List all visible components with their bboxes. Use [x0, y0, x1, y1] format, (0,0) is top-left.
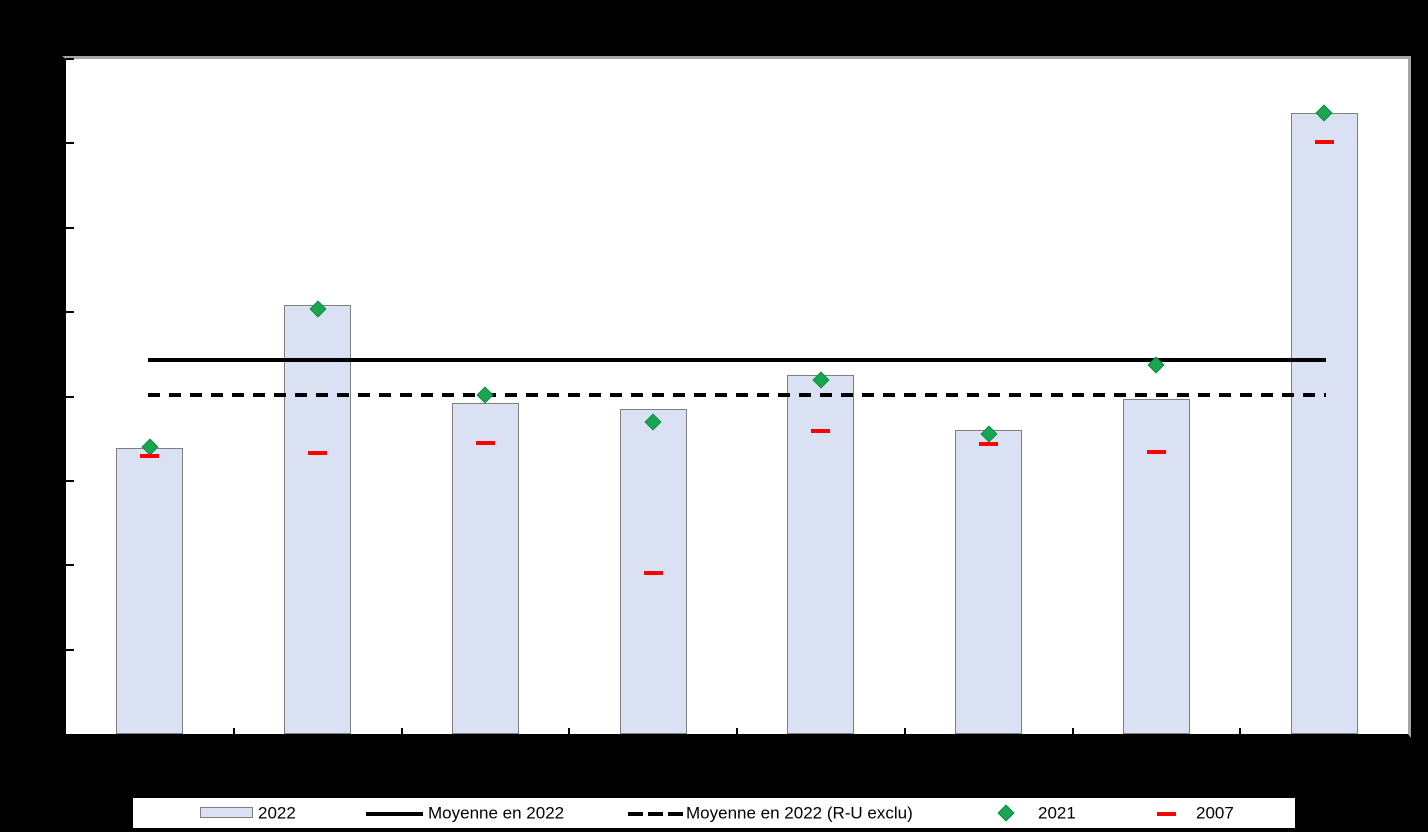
y-axis-tick — [66, 226, 74, 229]
x-axis-tick — [1239, 728, 1242, 734]
y-axis-tick — [66, 311, 74, 314]
legend-label-moyenne-2022: Moyenne en 2022 — [428, 803, 565, 823]
line-moyenne-2022 — [147, 358, 1327, 363]
y-axis-tick — [66, 648, 74, 651]
legend-label-2021: 2021 — [1038, 803, 1076, 823]
y-axis-tick — [66, 395, 74, 398]
legend-diamond-marker-icon — [997, 804, 1015, 822]
marker-2007-dash — [1146, 450, 1166, 455]
marker-2007-dash — [308, 451, 328, 456]
x-axis-tick — [232, 728, 235, 734]
legend-solid-line-swatch-icon — [366, 812, 423, 816]
legend-bar-swatch-icon — [200, 807, 253, 818]
y-axis-tick — [66, 142, 74, 145]
y-axis-tick — [66, 479, 74, 482]
marker-2007-dash — [979, 441, 999, 446]
legend-label-2022: 2022 — [258, 803, 296, 823]
plot-area — [62, 56, 1411, 738]
x-axis-tick — [568, 728, 571, 734]
legend-dashed-line-swatch-icon — [628, 812, 683, 816]
bar-2022 — [451, 403, 519, 734]
marker-2007-dash — [140, 454, 160, 459]
bar-2022 — [1290, 113, 1358, 734]
bar-2022 — [284, 305, 352, 734]
marker-2007-dash — [811, 429, 831, 434]
x-axis-tick — [1071, 728, 1074, 734]
bar-2022 — [1122, 399, 1190, 734]
y-axis-tick — [66, 564, 74, 567]
marker-2007-dash — [475, 440, 495, 445]
line-moyenne-2022-ru-exclu — [147, 392, 1327, 397]
x-axis-tick — [400, 728, 403, 734]
marker-2007-dash — [1314, 139, 1334, 144]
marker-2007-dash — [643, 570, 663, 575]
legend-label-moyenne-2022-ru-exclu: Moyenne en 2022 (R-U exclu) — [686, 803, 913, 823]
bar-2022 — [116, 447, 184, 734]
x-axis-tick — [736, 728, 738, 734]
x-axis-tick — [903, 728, 906, 734]
bar-2022 — [955, 430, 1023, 734]
legend-dash-marker-icon — [1157, 812, 1176, 816]
legend: 2022 Moyenne en 2022 Moyenne en 2022 (R-… — [131, 796, 1297, 830]
marker-2021-diamond — [476, 386, 494, 404]
y-axis-tick — [66, 58, 74, 60]
bar-2022 — [787, 375, 855, 734]
legend-label-2007: 2007 — [1196, 803, 1234, 823]
